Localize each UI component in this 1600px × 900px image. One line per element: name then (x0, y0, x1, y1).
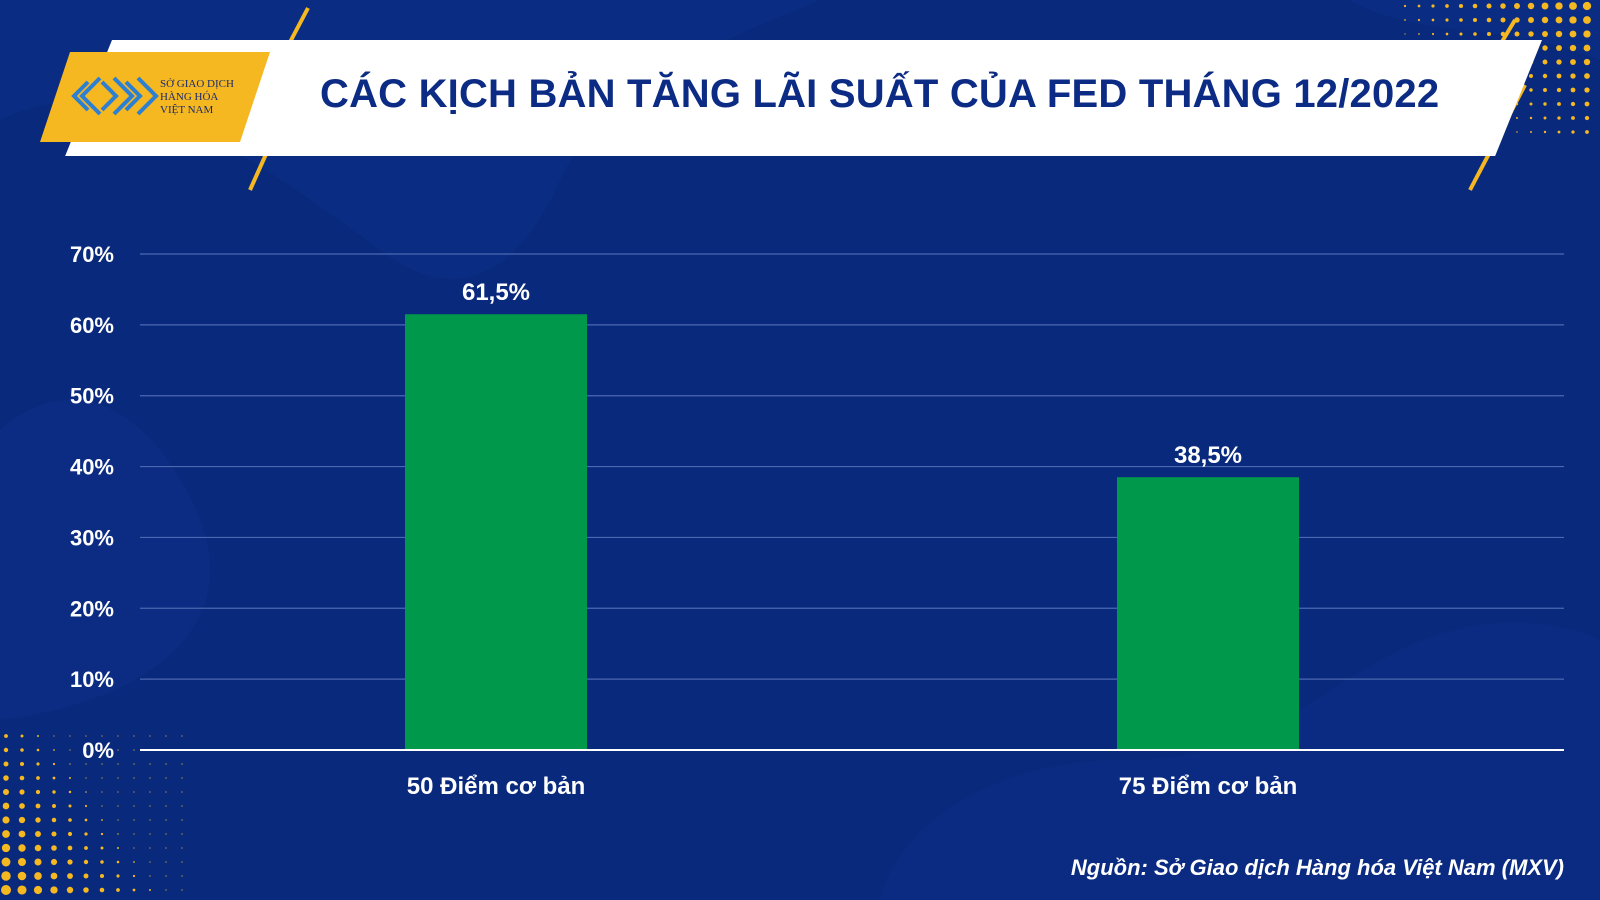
logo-text: SỞ GIAO DỊCH HÀNG HÓA VIỆT NAM (160, 78, 270, 117)
data-label: 38,5% (1174, 442, 1242, 469)
y-axis-ticks: 0% 10% 20% 30% 40% 50% 60% 70% (70, 242, 114, 763)
gridlines (140, 253, 1564, 680)
logo-line-2: HÀNG HÓA (160, 91, 219, 103)
logo: SỞ GIAO DỊCH HÀNG HÓA VIỆT NAM (40, 52, 270, 142)
y-tick-label: 40% (70, 455, 114, 480)
chart-title: CÁC KỊCH BẢN TĂNG LÃI SUẤT CỦA FED THÁNG… (320, 72, 1440, 116)
x-axis-ticks: 50 Điểm cơ bản 75 Điểm cơ bản (407, 773, 1297, 800)
source-note: Nguồn: Sở Giao dịch Hàng hóa Việt Nam (M… (1070, 855, 1564, 880)
dot-pattern-top-right (1403, 1, 1592, 134)
bar (1117, 477, 1299, 750)
y-tick-label: 60% (70, 313, 114, 338)
y-tick-label: 30% (70, 525, 114, 550)
y-tick-label: 10% (70, 667, 114, 692)
x-tick-label: 75 Điểm cơ bản (1119, 773, 1297, 800)
y-tick-label: 70% (70, 242, 114, 267)
logo-mark (40, 52, 270, 142)
bar (405, 314, 587, 750)
y-tick-label: 0% (82, 738, 114, 763)
logo-line-3: VIỆT NAM (160, 104, 214, 116)
y-tick-label: 50% (70, 384, 114, 409)
data-labels: 61,5% 38,5% (462, 279, 1242, 469)
logo-line-1: SỞ GIAO DỊCH (160, 78, 234, 90)
y-tick-label: 20% (70, 596, 114, 621)
x-tick-label: 50 Điểm cơ bản (407, 773, 585, 800)
data-label: 61,5% (462, 279, 530, 306)
bars (405, 314, 1299, 750)
